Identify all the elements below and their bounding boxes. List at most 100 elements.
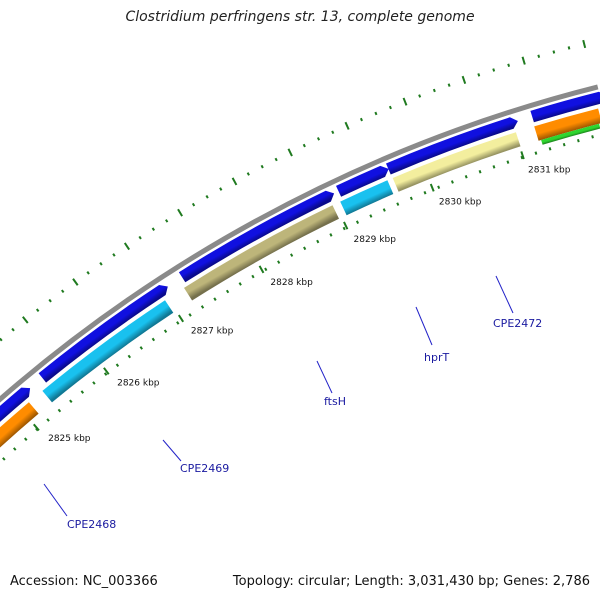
outer-tick — [274, 157, 278, 162]
inner-tick — [12, 447, 17, 451]
outer-tick — [461, 75, 467, 85]
forward-cds-1[interactable] — [0, 387, 31, 447]
other-feature-4[interactable] — [340, 180, 394, 216]
inner-tick — [188, 313, 192, 317]
outer-tick — [61, 289, 65, 294]
forward-cds-2[interactable] — [38, 285, 168, 383]
outer-tick — [165, 219, 169, 223]
outer-tick — [582, 39, 587, 49]
other-feature-3[interactable] — [184, 205, 339, 301]
kbp-ticks: 2825 kbp 2826 kbp 2827 kbp 2828 kbp 2829 kbp… — [32, 151, 571, 444]
gene-label-ftsh[interactable]: ftsH — [324, 395, 346, 408]
inner-tick — [80, 390, 85, 394]
inner-tick — [57, 408, 62, 413]
outer-tick — [552, 50, 556, 54]
inner-tick — [200, 305, 205, 309]
outer-tick — [99, 262, 103, 266]
inner-tick — [225, 289, 230, 294]
kbp-tick-label: 2825 kbp — [48, 434, 91, 444]
outer-tick — [123, 242, 131, 251]
accession-text: Accession: NC_003366 — [10, 574, 158, 589]
inner-tick — [127, 354, 132, 359]
forward-cds-3[interactable] — [178, 190, 335, 283]
inner-tick — [251, 274, 255, 279]
inner-tick — [316, 239, 320, 244]
inner-tick — [520, 155, 524, 160]
other-feature-1[interactable] — [0, 402, 39, 472]
outer-tick — [246, 172, 250, 176]
other-feature-green[interactable] — [541, 123, 600, 145]
inner-tick — [69, 399, 73, 404]
gene-leader-line — [162, 439, 182, 462]
outer-tick — [35, 308, 40, 312]
inner-tick — [139, 346, 143, 350]
outer-tick — [219, 187, 223, 191]
inner-tick — [151, 337, 156, 342]
forward-cds-4[interactable] — [336, 165, 389, 197]
outer-tick — [22, 316, 29, 324]
outer-tick — [359, 117, 363, 122]
inner-tick — [92, 381, 96, 385]
outer-tick — [287, 148, 293, 157]
outer-tick — [48, 298, 52, 303]
inner-tick — [492, 165, 496, 169]
outer-tick — [492, 68, 496, 72]
inner-tick — [277, 260, 281, 264]
outer-tick — [344, 121, 350, 130]
backbone-line — [0, 84, 599, 403]
inner-tick — [342, 226, 346, 231]
outer-tick — [191, 202, 196, 207]
kbp-tick-label: 2827 kbp — [191, 327, 234, 337]
outer-tick — [138, 235, 142, 240]
inner-tick — [35, 427, 39, 432]
gene-leader-line — [316, 360, 333, 394]
inner-tick — [506, 160, 510, 164]
forward-cds-5[interactable] — [386, 117, 518, 175]
kbp-tick-mark — [343, 221, 349, 230]
outer-tick — [331, 130, 335, 135]
outer-tick — [86, 271, 90, 275]
gene-label-cpe2469[interactable]: CPE2469 — [180, 462, 229, 475]
gene-label-cpe2468[interactable]: CPE2468 — [67, 518, 116, 531]
inner-tick — [176, 321, 180, 325]
outer-tick — [72, 278, 79, 286]
kbp-tick-label: 2831 kbp — [528, 165, 571, 175]
inner-tick — [24, 437, 28, 441]
forward-cds-6[interactable] — [530, 91, 600, 123]
other-feature-6[interactable] — [534, 108, 600, 141]
outer-tick — [260, 164, 264, 169]
kbp-tick-mark — [103, 367, 110, 375]
genome-backbone — [0, 84, 599, 403]
kbp-tick-mark — [177, 314, 185, 323]
map-title: Clostridium perfringens str. 13, complet… — [125, 9, 475, 25]
inner-tick — [409, 196, 413, 201]
outer-tick — [0, 337, 3, 342]
other-strand-features — [0, 108, 600, 472]
outer-tick — [521, 56, 526, 65]
inner-tick — [115, 363, 120, 368]
outer-tick — [316, 137, 321, 141]
kbp-tick-mark — [32, 423, 40, 432]
outer-tick — [402, 97, 408, 106]
outer-tick — [537, 54, 541, 58]
inner-tick — [423, 190, 427, 195]
inner-tick — [355, 220, 360, 224]
outer-tick — [177, 208, 183, 217]
inner-tick — [478, 170, 482, 174]
outer-tick — [374, 111, 378, 116]
inner-tick — [303, 246, 307, 251]
gene-label-cpe2472[interactable]: CPE2472 — [493, 317, 542, 330]
inner-tick — [396, 202, 400, 206]
inner-tick — [213, 297, 217, 301]
outer-tick — [567, 46, 571, 50]
other-feature-5[interactable] — [392, 132, 521, 192]
gene-label-hprt[interactable]: hprT — [424, 351, 449, 364]
other-feature-2[interactable] — [42, 300, 174, 403]
kbp-tick-label: 2826 kbp — [117, 378, 160, 388]
outer-tick — [11, 327, 15, 332]
inner-tick — [576, 138, 580, 143]
gene-leader-line — [415, 306, 433, 346]
kbp-tick-label: 2828 kbp — [270, 278, 313, 288]
outer-tick — [432, 88, 436, 93]
